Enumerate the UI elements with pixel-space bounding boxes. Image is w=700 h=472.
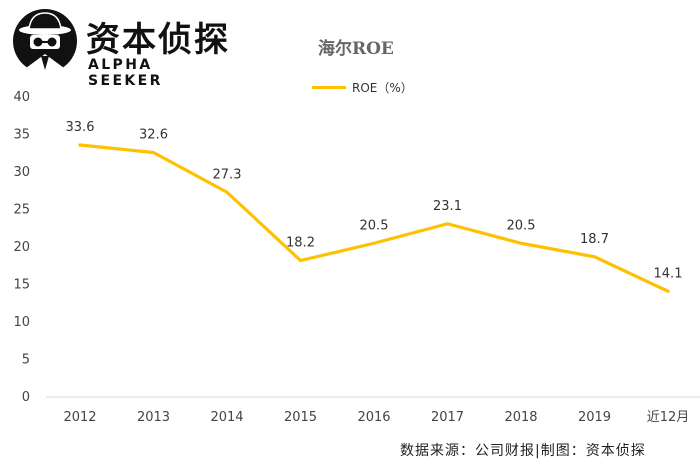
- data-label: 20.5: [360, 218, 389, 233]
- logo-subtitle: ALPHA SEEKER: [88, 57, 163, 89]
- data-label: 33.6: [66, 120, 95, 135]
- legend-swatch: [312, 85, 346, 89]
- y-tick-label: 0: [22, 390, 30, 405]
- y-tick-label: 35: [13, 128, 30, 143]
- x-tick-label: 近12月: [647, 410, 690, 425]
- data-label: 14.1: [654, 266, 683, 281]
- y-tick-label: 25: [13, 203, 30, 218]
- data-label: 27.3: [213, 167, 242, 182]
- data-point: [593, 255, 596, 259]
- x-tick-label: 2014: [210, 410, 243, 425]
- data-label: 32.6: [139, 128, 168, 143]
- x-tick-label: 2012: [63, 410, 96, 425]
- chart-title: 海尔ROE: [318, 39, 394, 59]
- y-tick-label: 40: [13, 90, 30, 105]
- x-tick-label: 2015: [284, 410, 317, 425]
- x-tick-label: 2018: [504, 410, 537, 425]
- data-source-note: 数据来源：公司财报|制图：资本侦探: [400, 443, 646, 459]
- y-tick-label: 10: [13, 315, 30, 330]
- data-point: [666, 289, 670, 293]
- data-point: [299, 259, 302, 262]
- data-point: [372, 241, 376, 245]
- legend-label: ROE（%）: [352, 80, 413, 95]
- data-label: 20.5: [507, 218, 536, 233]
- y-tick-label: 30: [13, 165, 30, 180]
- x-tick-label: 2017: [431, 410, 464, 425]
- x-tick-label: 2019: [578, 410, 611, 425]
- logo-name: 资本侦探: [86, 20, 230, 60]
- data-point: [519, 241, 523, 245]
- detective-logo-icon: [13, 9, 77, 74]
- data-point: [225, 190, 229, 194]
- brand-logo: 资本侦探 ALPHA SEEKER: [12, 8, 232, 89]
- data-point: [78, 143, 82, 147]
- x-tick-label: 2016: [357, 410, 390, 425]
- data-label: 18.2: [286, 236, 315, 251]
- x-tick-label: 2013: [137, 410, 170, 425]
- y-tick-label: 5: [22, 353, 30, 368]
- data-point: [446, 222, 449, 226]
- y-tick-label: 20: [13, 240, 30, 255]
- data-label: 18.7: [580, 232, 609, 247]
- data-label: 23.1: [433, 199, 462, 214]
- data-point: [152, 151, 155, 154]
- y-tick-label: 15: [13, 278, 30, 293]
- chart-legend: ROE（%）: [312, 78, 413, 96]
